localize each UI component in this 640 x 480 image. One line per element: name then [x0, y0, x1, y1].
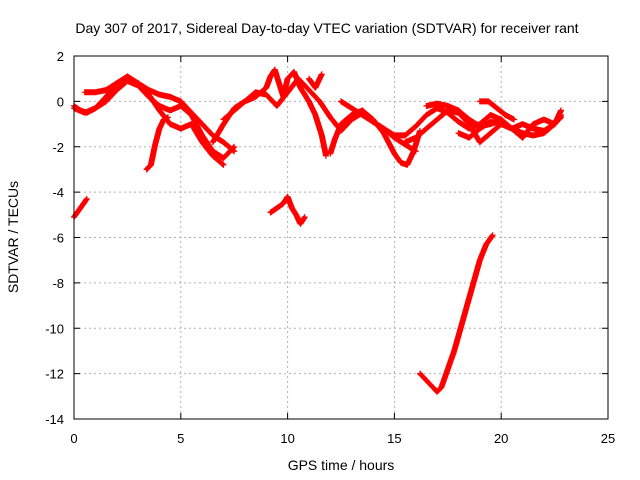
data-point-markers [306, 71, 325, 91]
data-series-trace-16 [417, 232, 496, 395]
data-series-trace-7 [306, 71, 325, 91]
data-series-trace-4 [143, 114, 171, 173]
data-point-markers [455, 114, 564, 141]
x-axis-label: GPS time / hours [288, 457, 395, 473]
y-tick-label: -10 [45, 321, 64, 336]
y-tick-label: -2 [52, 140, 64, 155]
y-tick-label: 2 [57, 49, 64, 64]
x-tick-label: 0 [70, 431, 77, 446]
x-tick-label: 25 [601, 431, 615, 446]
data-point-markers [476, 98, 517, 123]
y-tick-label: -14 [45, 412, 64, 427]
data-series-trace-12 [476, 98, 517, 123]
x-tick-label: 20 [494, 431, 508, 446]
y-tick-label: -8 [52, 276, 64, 291]
x-tick-label: 10 [280, 431, 294, 446]
y-tick-label: -4 [52, 185, 64, 200]
y-axis-label: SDTVAR / TECUs [5, 181, 21, 293]
y-tick-label: -12 [45, 367, 64, 382]
x-tick-label: 5 [177, 431, 184, 446]
axis-ticks: 0 5 10 15 20 25 -14 -12 -10 -8 -6 -4 -2 0 2 [45, 49, 615, 446]
x-tick-label: 15 [387, 431, 401, 446]
y-tick-label: 0 [57, 94, 64, 109]
chart-title: Day 307 of 2017, Sidereal Day-to-day VTE… [75, 20, 578, 36]
data-series-trace-13 [455, 114, 564, 141]
data-point-markers [267, 193, 308, 227]
y-tick-label: -6 [52, 231, 64, 246]
data-point-markers [143, 114, 171, 173]
data-series-trace-15 [267, 193, 308, 227]
data-point-markers [417, 232, 496, 395]
